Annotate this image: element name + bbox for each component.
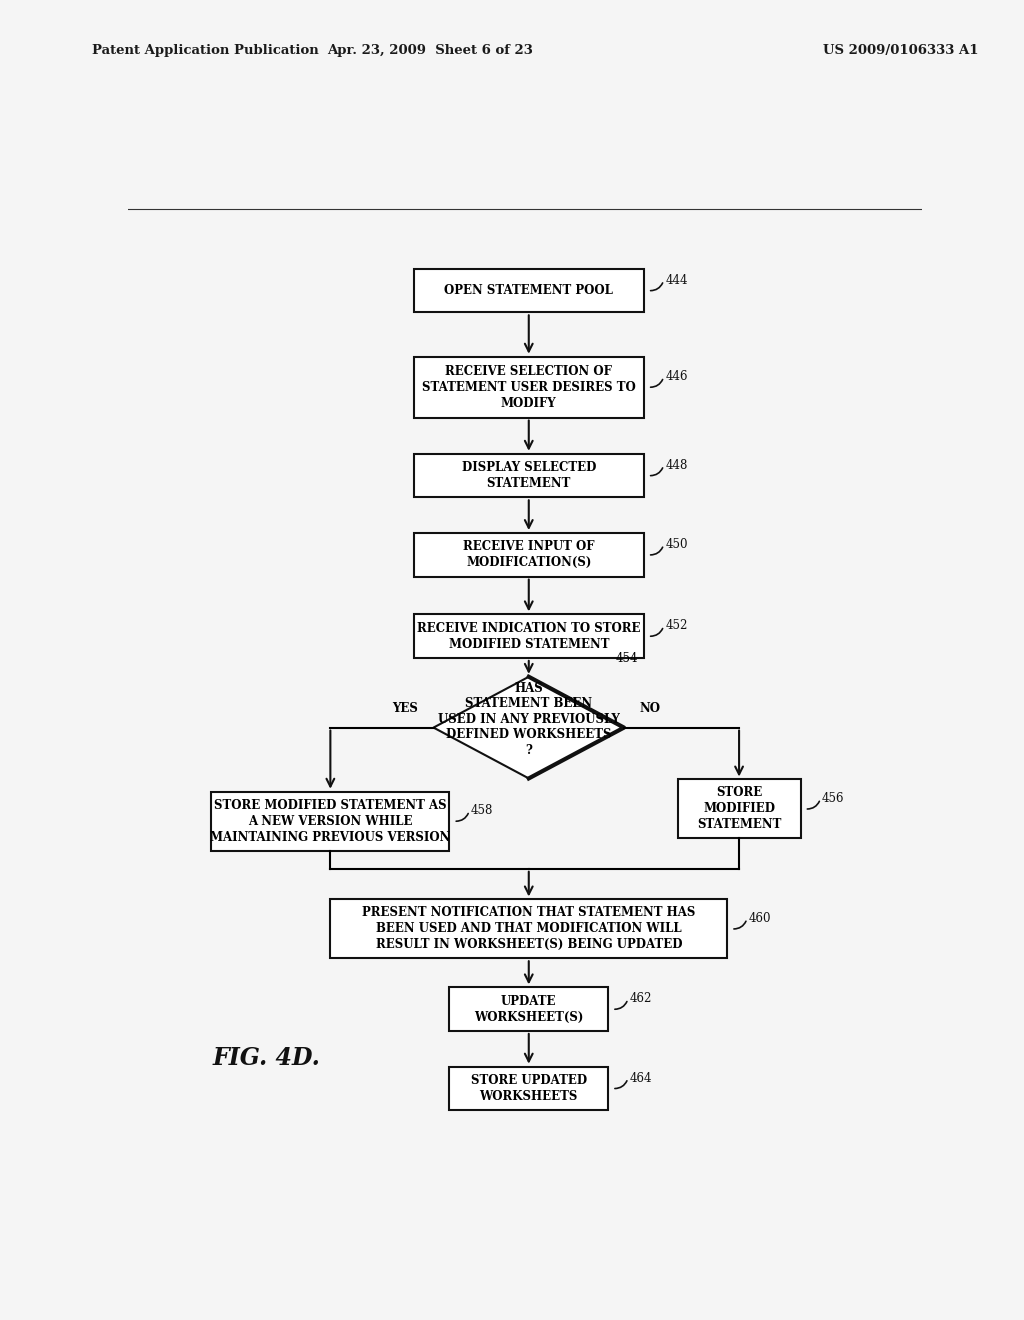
Text: Apr. 23, 2009  Sheet 6 of 23: Apr. 23, 2009 Sheet 6 of 23 bbox=[327, 44, 534, 57]
Text: RECEIVE INPUT OF
MODIFICATION(S): RECEIVE INPUT OF MODIFICATION(S) bbox=[463, 540, 595, 569]
Text: 456: 456 bbox=[822, 792, 845, 805]
Text: 458: 458 bbox=[471, 804, 494, 817]
Text: DISPLAY SELECTED
STATEMENT: DISPLAY SELECTED STATEMENT bbox=[462, 461, 596, 490]
Text: Patent Application Publication: Patent Application Publication bbox=[92, 44, 318, 57]
Text: 446: 446 bbox=[666, 371, 688, 383]
Text: NO: NO bbox=[640, 702, 660, 715]
FancyBboxPatch shape bbox=[414, 356, 644, 417]
FancyBboxPatch shape bbox=[414, 269, 644, 313]
Text: RECEIVE SELECTION OF
STATEMENT USER DESIRES TO
MODIFY: RECEIVE SELECTION OF STATEMENT USER DESI… bbox=[422, 364, 636, 409]
Text: HAS
STATEMENT BEEN
USED IN ANY PREVIOUSLY
DEFINED WORKSHEETS
?: HAS STATEMENT BEEN USED IN ANY PREVIOUSL… bbox=[438, 682, 620, 756]
Text: RECEIVE INDICATION TO STORE
MODIFIED STATEMENT: RECEIVE INDICATION TO STORE MODIFIED STA… bbox=[417, 622, 641, 651]
Text: 452: 452 bbox=[666, 619, 688, 632]
Text: 462: 462 bbox=[630, 993, 652, 1006]
FancyBboxPatch shape bbox=[450, 1067, 608, 1110]
Text: STORE
MODIFIED
STATEMENT: STORE MODIFIED STATEMENT bbox=[697, 787, 781, 832]
Polygon shape bbox=[433, 677, 624, 779]
Text: YES: YES bbox=[392, 702, 418, 715]
Text: 448: 448 bbox=[666, 459, 688, 471]
Text: 444: 444 bbox=[666, 273, 688, 286]
Text: OPEN STATEMENT POOL: OPEN STATEMENT POOL bbox=[444, 284, 613, 297]
FancyBboxPatch shape bbox=[414, 533, 644, 577]
Text: UPDATE
WORKSHEET(S): UPDATE WORKSHEET(S) bbox=[474, 995, 584, 1023]
Text: STORE MODIFIED STATEMENT AS
A NEW VERSION WHILE
MAINTAINING PREVIOUS VERSION: STORE MODIFIED STATEMENT AS A NEW VERSIO… bbox=[210, 799, 451, 843]
Text: FIG. 4D.: FIG. 4D. bbox=[213, 1045, 321, 1071]
Text: 450: 450 bbox=[666, 539, 688, 552]
Text: US 2009/0106333 A1: US 2009/0106333 A1 bbox=[823, 44, 979, 57]
FancyBboxPatch shape bbox=[678, 779, 801, 838]
Text: 454: 454 bbox=[616, 652, 639, 664]
FancyBboxPatch shape bbox=[414, 454, 644, 498]
FancyBboxPatch shape bbox=[211, 792, 450, 850]
FancyBboxPatch shape bbox=[331, 899, 727, 958]
Text: 460: 460 bbox=[749, 912, 771, 925]
Text: STORE UPDATED
WORKSHEETS: STORE UPDATED WORKSHEETS bbox=[471, 1074, 587, 1104]
Text: 464: 464 bbox=[630, 1072, 652, 1085]
FancyBboxPatch shape bbox=[414, 614, 644, 657]
FancyBboxPatch shape bbox=[450, 987, 608, 1031]
Text: PRESENT NOTIFICATION THAT STATEMENT HAS
BEEN USED AND THAT MODIFICATION WILL
RES: PRESENT NOTIFICATION THAT STATEMENT HAS … bbox=[362, 907, 695, 952]
